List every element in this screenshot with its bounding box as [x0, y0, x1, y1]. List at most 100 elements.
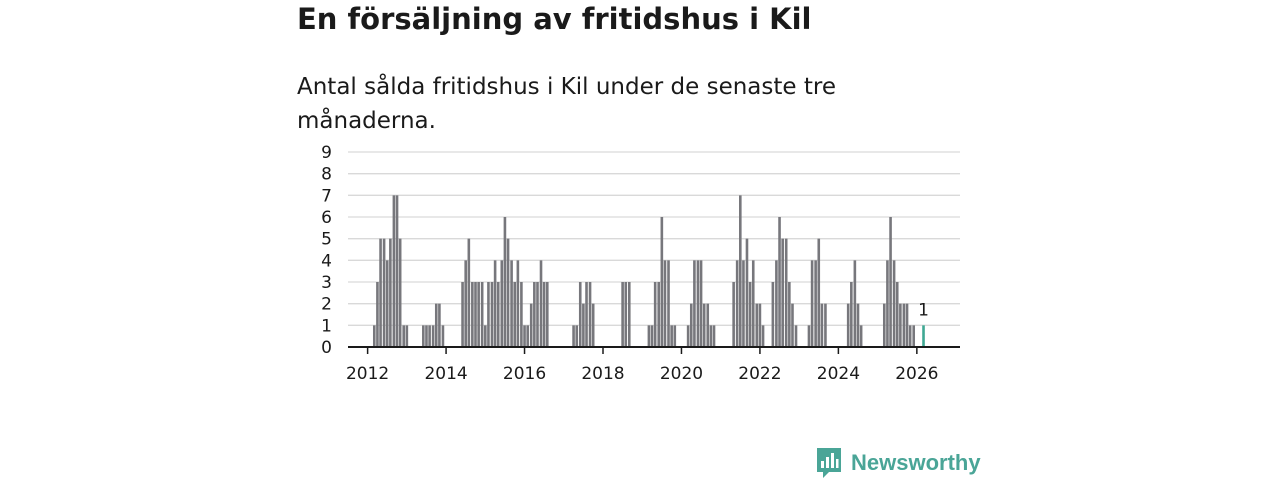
bar [529, 303, 533, 347]
bar [428, 325, 431, 347]
newsworthy-logo: Newsworthy [815, 446, 981, 480]
bar [621, 282, 624, 347]
bar [696, 260, 700, 347]
bar [405, 325, 409, 347]
bar [784, 238, 788, 347]
bar [647, 325, 651, 347]
bar [650, 325, 654, 347]
bar [500, 260, 504, 347]
bar [660, 217, 664, 347]
bar [627, 282, 631, 347]
bar [477, 282, 480, 347]
bar [905, 303, 909, 347]
bar [908, 325, 912, 347]
bar [670, 325, 673, 347]
bar [657, 282, 661, 347]
chart-title: En försäljning av fritidshus i Kil [297, 2, 812, 36]
bar [516, 260, 520, 347]
bar [653, 282, 657, 347]
bar [382, 238, 386, 347]
bar [461, 282, 464, 347]
bar [487, 282, 490, 347]
bar [588, 282, 592, 347]
bar [545, 282, 549, 347]
bar [859, 325, 863, 347]
y-tick-label: 5 [321, 230, 332, 250]
bar [853, 260, 857, 347]
bar [886, 260, 889, 347]
bar [810, 260, 814, 347]
bar [693, 260, 696, 347]
bar [814, 260, 817, 347]
bar [385, 260, 389, 347]
bar [850, 282, 853, 347]
y-tick-label: 2 [321, 295, 332, 315]
bar [902, 303, 906, 347]
bar [395, 195, 399, 347]
bar [673, 325, 677, 347]
bar [379, 238, 382, 347]
bar [663, 260, 667, 347]
bar [791, 303, 794, 347]
bar [761, 325, 765, 347]
bar [882, 303, 886, 347]
bar-latest [922, 325, 925, 347]
bar [702, 303, 706, 347]
bar [392, 195, 396, 347]
y-tick-label: 9 [321, 143, 332, 163]
y-tick-label: 1 [321, 316, 332, 336]
bar [794, 325, 798, 347]
bar [575, 325, 579, 347]
bar [807, 325, 811, 347]
bar [735, 260, 739, 347]
bar [591, 303, 595, 347]
bar [464, 260, 467, 347]
x-tick-label: 2018 [581, 364, 624, 384]
bar [686, 325, 690, 347]
bar [899, 303, 902, 347]
bar [526, 325, 529, 347]
bar [372, 325, 376, 347]
bar [467, 238, 471, 347]
bar [539, 260, 543, 347]
bar [582, 303, 585, 347]
bar [846, 303, 850, 347]
bar [699, 260, 703, 347]
bar [389, 238, 392, 347]
bar [474, 282, 477, 347]
bar [572, 325, 575, 347]
bar [438, 303, 441, 347]
bar [484, 325, 487, 347]
bar [755, 303, 759, 347]
bar [788, 282, 791, 347]
x-tick-label: 2020 [660, 364, 703, 384]
bar [480, 282, 484, 347]
bar [889, 217, 892, 347]
bar [471, 282, 474, 347]
bar [856, 303, 860, 347]
bar [510, 260, 513, 347]
y-tick-label: 3 [321, 273, 332, 293]
bar [533, 282, 536, 347]
bar [578, 282, 582, 347]
bar [431, 325, 435, 347]
x-tick-label: 2024 [817, 364, 860, 384]
bar [739, 195, 742, 347]
bar [490, 282, 494, 347]
bar [817, 238, 821, 347]
x-tick-label: 2022 [738, 364, 781, 384]
y-tick-label: 7 [321, 186, 332, 206]
x-tick-label: 2026 [895, 364, 938, 384]
x-tick-label: 2012 [346, 364, 389, 384]
bar [778, 217, 781, 347]
chart-subtitle: Antal sålda fritidshus i Kil under de se… [297, 74, 836, 134]
bar [748, 282, 752, 347]
bar [624, 282, 628, 347]
bar [520, 282, 523, 347]
bar [732, 282, 735, 347]
bar [820, 303, 824, 347]
bar [742, 260, 745, 347]
bar [503, 217, 507, 347]
bar [523, 325, 526, 347]
